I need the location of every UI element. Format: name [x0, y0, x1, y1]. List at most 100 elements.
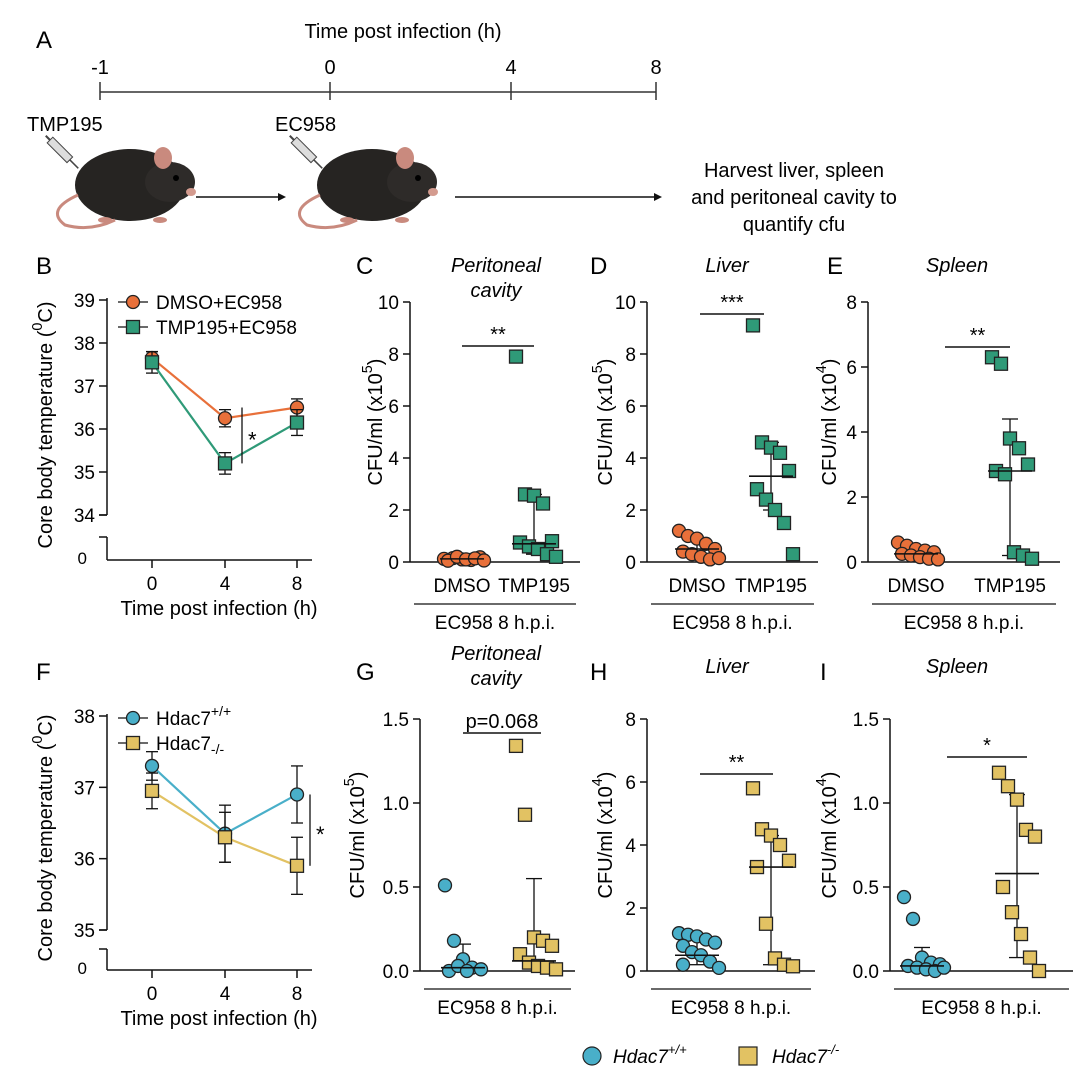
- x-tick-label: 8: [292, 574, 303, 595]
- legend-marker-ko: [738, 1046, 758, 1066]
- significance-marker: *: [248, 427, 257, 452]
- data-point: [711, 550, 727, 566]
- data-point: [1024, 551, 1040, 566]
- chart-title: Spleen: [926, 255, 988, 277]
- data-point: [675, 957, 691, 972]
- data-point: [785, 959, 801, 974]
- data-point: [1027, 829, 1043, 844]
- panel-label-f: F: [36, 659, 51, 686]
- data-point: [991, 765, 1007, 780]
- y-axis-label-part: CFU/ml (x10: [595, 373, 617, 485]
- y-tick-label: 38: [74, 707, 95, 728]
- y-axis-label: CFU/ml (x104): [814, 359, 841, 486]
- significance-marker: **: [729, 752, 745, 774]
- y-axis-label-part: Core body temperature (: [35, 743, 57, 961]
- chart-title: Peritoneal: [451, 255, 542, 277]
- data-point: [289, 415, 305, 430]
- significance-marker: **: [490, 324, 506, 346]
- y-tick-label: 1.5: [383, 710, 409, 731]
- chart-title: Peritoneal: [451, 643, 542, 665]
- data-point: [544, 534, 560, 549]
- y-tick-label: 6: [625, 397, 636, 418]
- y-axis-label: CFU/ml (x104): [590, 772, 617, 899]
- bottom-legend: Hdac7+/+ Hdac7-/-: [582, 1042, 840, 1068]
- data-point: [905, 911, 921, 927]
- data-point: [781, 853, 797, 868]
- y-tick-label: 36: [74, 850, 95, 871]
- data-point: [217, 456, 233, 471]
- y-tick-label: 37: [74, 778, 95, 799]
- y-tick-label: 8: [625, 710, 636, 731]
- y-axis-label-part: 4: [814, 365, 830, 373]
- data-point: [711, 960, 727, 975]
- y-axis-label-part: CFU/ml (x10: [347, 786, 369, 898]
- data-point: [289, 787, 305, 802]
- y-axis-label-part: C): [35, 301, 57, 322]
- data-point: [997, 467, 1013, 482]
- y-axis-label-part: CFU/ml (x10: [819, 373, 841, 485]
- timeline-title: Time post infection (h): [304, 21, 501, 43]
- panel-label-b: B: [36, 253, 52, 280]
- legend-marker: [125, 294, 141, 310]
- legend-marker: [125, 710, 141, 726]
- y-axis-label-part: 4: [814, 778, 830, 786]
- data-point: [508, 349, 524, 364]
- y-tick-label: 4: [846, 423, 857, 444]
- panel-label-c: C: [356, 253, 373, 280]
- timeline-tick-label: 4: [505, 57, 516, 79]
- data-point: [1009, 792, 1025, 807]
- y-tick-label: 0.5: [853, 878, 879, 899]
- chart-g: G 0.0 0.5 1.0 1.5 Peritoneal cavity CFU/ml (x10…: [342, 643, 575, 1019]
- y-tick-label: 1.0: [853, 794, 879, 815]
- y-tick-label: 0.0: [853, 962, 879, 983]
- data-point: [707, 935, 723, 950]
- y-axis-label-part: ): [819, 359, 841, 366]
- y-tick-label: 1.5: [853, 710, 879, 731]
- data-point: [772, 445, 788, 460]
- data-point: [1031, 963, 1047, 979]
- data-point: [993, 356, 1009, 371]
- y-tick-label: 35: [74, 463, 95, 484]
- data-point: [217, 830, 233, 845]
- panel-label-e: E: [827, 253, 843, 280]
- data-point: [437, 878, 453, 893]
- y-tick-label: 6: [388, 397, 399, 418]
- y-tick-label: 4: [388, 449, 399, 470]
- x-tick-label: TMP195: [974, 576, 1046, 597]
- legend-marker: [125, 319, 141, 335]
- y-tick-label: 1.0: [383, 794, 409, 815]
- y-tick-label: 0: [388, 553, 399, 574]
- mouse-icon: [297, 147, 438, 230]
- y-tick-label: 6: [846, 358, 857, 379]
- syringe-icon: [45, 135, 79, 169]
- drug-label-ec958: EC958: [275, 114, 336, 136]
- data-point: [1020, 457, 1036, 472]
- y-tick-label: 37: [74, 377, 95, 398]
- data-point: [758, 916, 774, 931]
- data-point: [508, 738, 524, 754]
- y-axis-label-part: ): [365, 359, 387, 366]
- y-tick-label: 0: [625, 553, 636, 574]
- data-point: [517, 807, 533, 822]
- y-tick-label: 0: [78, 549, 87, 568]
- x-tick-label: 4: [220, 984, 231, 1005]
- legend-label: TMP195+EC958: [156, 318, 297, 339]
- x-tick-label: DMSO: [669, 576, 726, 597]
- data-point: [144, 758, 160, 774]
- data-point: [144, 783, 160, 799]
- y-tick-label: 0: [625, 962, 636, 983]
- y-axis-label-part: CFU/ml (x10: [365, 373, 387, 485]
- data-point: [767, 502, 783, 518]
- y-tick-label: 2: [625, 899, 636, 920]
- y-tick-label: 0.0: [383, 962, 409, 983]
- arrow-head: [278, 193, 286, 201]
- y-tick-label: 0: [846, 553, 857, 574]
- y-axis-label: CFU/ml (x105): [590, 359, 617, 486]
- panel-label-d: D: [590, 253, 607, 280]
- legend-label: DMSO+EC958: [156, 293, 282, 314]
- y-tick-label: 35: [74, 921, 95, 942]
- chart-b: B 0 34 35 36 37 38 39 0 4 8 Time post infection (h)…: [30, 253, 318, 620]
- timeline-tick-label: -1: [91, 57, 109, 79]
- significance-marker: **: [970, 325, 986, 347]
